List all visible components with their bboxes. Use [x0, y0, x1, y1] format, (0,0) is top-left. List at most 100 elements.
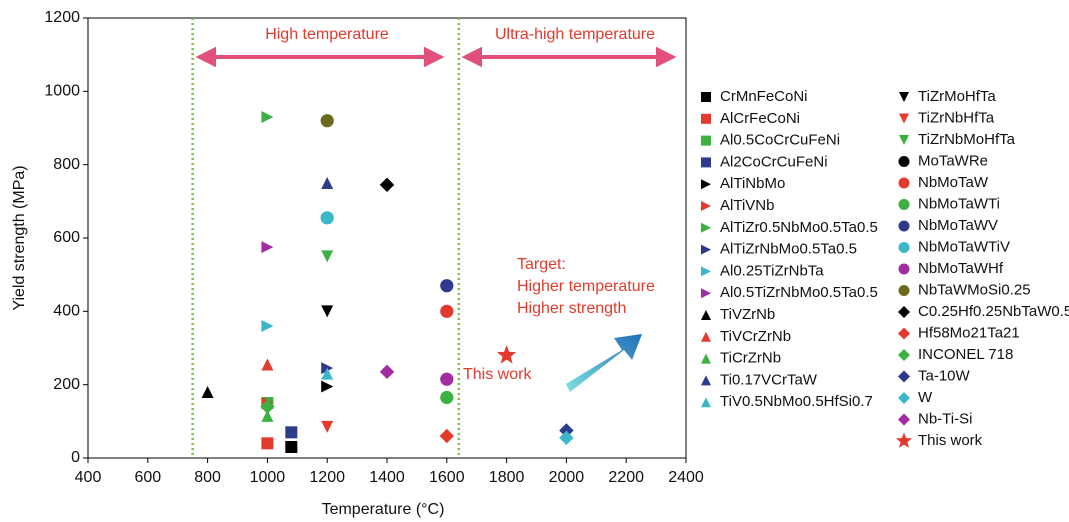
legend-label: Ti0.17VCrTaW [720, 371, 818, 388]
legend-marker [701, 92, 711, 102]
legend-marker [701, 353, 711, 364]
legend-label: NbTaWMoSi0.25 [918, 281, 1031, 298]
point [261, 437, 274, 450]
legend-label: INCONEL 718 [918, 346, 1013, 363]
x-tick-label: 1000 [250, 469, 286, 486]
legend-label: NbMoTaWTiV [918, 238, 1010, 255]
legend-label: TiVCrZrNb [720, 328, 791, 345]
legend-label: AlCrFeCoNi [720, 110, 800, 127]
point [379, 177, 395, 193]
y-tick-label: 1200 [44, 9, 80, 26]
legend-label: This work [918, 432, 983, 449]
legend-marker [701, 201, 711, 211]
legend-label: MoTaWRe [918, 152, 988, 169]
legend-marker [899, 135, 909, 145]
point [201, 386, 214, 398]
legend-marker [701, 397, 711, 408]
legend-marker [701, 288, 711, 299]
point [440, 279, 454, 293]
y-tick-label: 400 [53, 303, 80, 320]
point [440, 390, 454, 405]
legend-marker [701, 331, 711, 342]
legend-marker [898, 306, 910, 318]
legend-label: Al0.5CoCrCuFeNi [720, 132, 840, 149]
legend-label: TiZrNbHfTa [918, 109, 995, 126]
point [285, 441, 298, 453]
legend-marker [701, 266, 711, 277]
x-tick-label: 2000 [549, 469, 585, 486]
legend-label: NbMoTaW [918, 174, 989, 191]
y-tick-label: 200 [53, 376, 80, 393]
x-tick-label: 800 [194, 469, 221, 486]
annotation: This work [463, 366, 532, 383]
point [261, 409, 274, 422]
annotation: Higher strength [517, 300, 626, 317]
point [320, 211, 334, 225]
legend-marker [898, 263, 910, 275]
annotation: Higher temperature [517, 278, 655, 295]
legend-label: TiVZrNb [720, 306, 775, 323]
legend-label: AlTiZrNbMo0.5Ta0.5 [720, 241, 857, 258]
point [559, 430, 574, 446]
x-tick-label: 400 [75, 469, 102, 486]
point [261, 111, 274, 123]
legend-marker [701, 244, 711, 255]
point [261, 358, 274, 371]
legend-label: NbMoTaWTi [918, 195, 1000, 212]
legend-marker [701, 157, 711, 168]
point [440, 372, 454, 386]
legend-marker [898, 242, 910, 253]
range-arrow [461, 46, 677, 68]
legend-marker [701, 113, 711, 124]
legend-marker [898, 413, 910, 426]
plot-frame [87, 17, 687, 459]
legend-label: TiV0.5NbMo0.5HfSi0.7 [720, 393, 873, 410]
range-arrow [195, 46, 445, 68]
legend-label: TiZrMoHfTa [918, 88, 996, 105]
x-axis-label: Temperature (°C) [322, 501, 445, 518]
point [260, 399, 275, 414]
point [321, 305, 334, 318]
legend-marker [898, 285, 910, 296]
y-axis-label: Yield strength (MPa) [11, 165, 28, 310]
legend-marker [701, 179, 711, 190]
y-tick-label: 600 [53, 229, 80, 246]
legend-label: CrMnFeCoNi [720, 88, 808, 105]
legend-label: W [918, 389, 933, 406]
legend-label: NbMoTaWHf [918, 260, 1004, 277]
legend-label: Al2CoCrCuFeNi [720, 153, 828, 170]
annotation: High temperature [265, 26, 389, 43]
legend-label: TiZrNbMoHfTa [918, 131, 1016, 148]
x-tick-label: 600 [134, 469, 161, 486]
legend-label: Nb-Ti-Si [918, 410, 972, 427]
legend-label: AlTiNbMo [720, 175, 785, 192]
legend-label: Al0.5TiZrNbMo0.5Ta0.5 [720, 284, 878, 301]
legend-marker [898, 177, 910, 189]
y-tick-label: 0 [71, 449, 80, 466]
legend-marker [898, 392, 910, 404]
legend-marker [898, 370, 910, 383]
legend-marker [899, 113, 909, 124]
point [261, 241, 274, 254]
legend-marker [898, 199, 910, 210]
point [285, 426, 298, 439]
point [321, 250, 334, 263]
legend-marker [701, 135, 711, 146]
x-tick-label: 2400 [668, 469, 704, 486]
legend-marker [898, 349, 910, 361]
point [440, 304, 454, 318]
legend-marker [898, 156, 910, 167]
legend-label: Al0.25TiZrNbTa [720, 262, 824, 279]
target-arrow [566, 334, 642, 392]
annotation: Ultra-high temperature [495, 26, 655, 43]
y-tick-label: 1000 [44, 83, 80, 100]
legend-label: Ta-10W [918, 367, 971, 384]
point [439, 428, 454, 444]
legend-label: Hf58Mo21Ta21 [918, 324, 1020, 341]
point [261, 320, 274, 332]
legend-marker [898, 220, 910, 232]
legend-marker [898, 327, 910, 340]
legend-label: NbMoTaWV [918, 217, 998, 234]
legend-label: AlTiZr0.5NbMo0.5Ta0.5 [720, 219, 878, 236]
